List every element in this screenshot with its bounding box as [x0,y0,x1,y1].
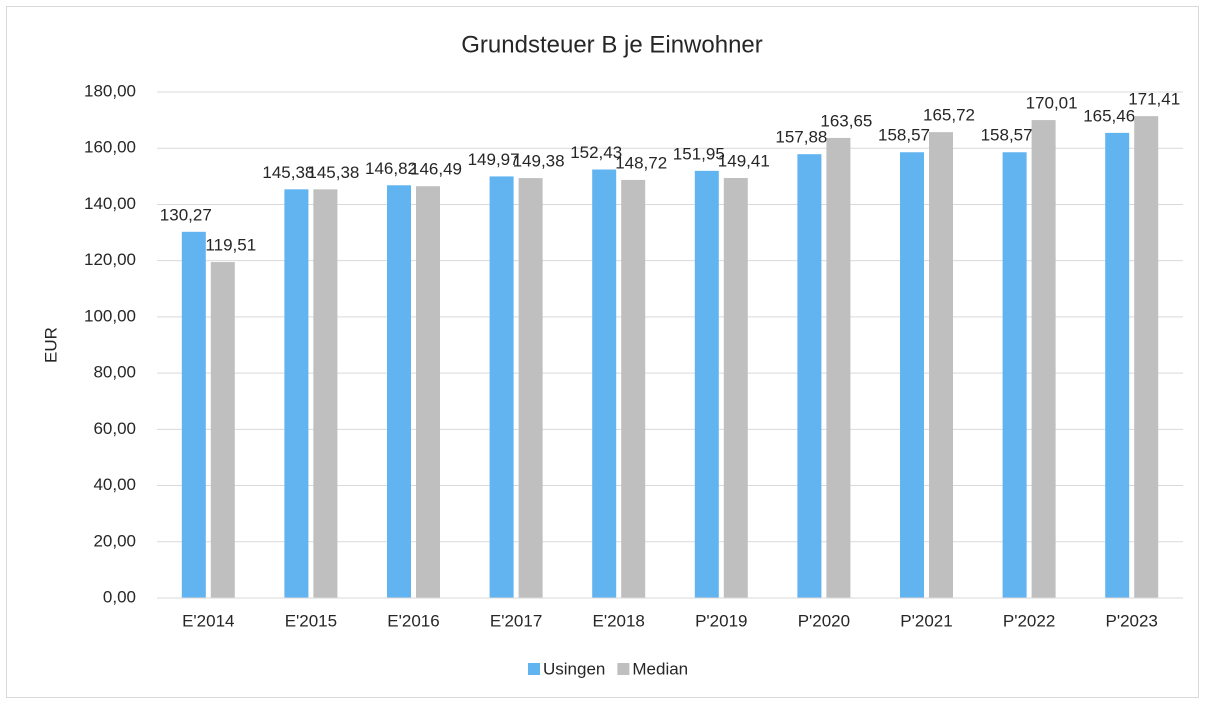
data-label: 149,38 [513,152,565,171]
y-tick-label: 180,00 [84,81,136,100]
y-tick-label: 160,00 [84,138,136,157]
bar [592,169,617,599]
bar [387,185,411,599]
legend-swatch [528,663,540,675]
data-label: 149,97 [468,150,520,169]
x-tick-label: P'2019 [695,611,747,630]
y-tick-label: 40,00 [93,475,136,494]
bar [900,152,924,598]
chart-title: Grundsteuer B je Einwohner [461,31,763,58]
x-tick-label: E'2015 [285,611,337,630]
data-label: 163,65 [820,111,872,130]
data-label: 165,72 [923,106,975,125]
data-label: 165,46 [1083,106,1135,125]
bar [826,137,851,598]
y-tick-label: 140,00 [84,194,136,213]
y-tick-label: 60,00 [93,419,136,438]
bar [210,262,235,598]
y-axis-label: EUR [41,327,60,363]
x-tick-label: P'2023 [1105,611,1157,630]
bar [1002,152,1027,598]
x-tick-label: P'2022 [1003,611,1055,630]
data-label: 149,41 [718,151,770,170]
bar [284,189,309,598]
bar [518,178,543,598]
bar [929,132,953,598]
y-tick-label: 0,00 [103,587,136,606]
data-label: 146,49 [410,160,462,179]
bar [694,170,719,598]
data-label: 151,95 [673,144,725,163]
x-tick-label: P'2020 [798,611,850,630]
bar [797,154,822,599]
data-label: 145,38 [307,163,359,182]
x-tick-label: E'2018 [592,611,644,630]
bar [1134,116,1159,598]
bar [416,186,440,599]
y-tick-label: 100,00 [84,306,136,325]
data-label: 130,27 [160,205,212,224]
bar [181,231,206,598]
data-label: 157,88 [775,128,827,147]
y-tick-label: 80,00 [93,363,136,382]
x-tick-label: E'2016 [387,611,439,630]
data-label: 119,51 [205,236,256,255]
x-tick-label: E'2014 [182,611,234,630]
data-label: 158,57 [878,126,930,145]
legend-label: Usingen [543,659,605,678]
y-tick-label: 20,00 [93,531,136,550]
data-label: 171,41 [1128,90,1180,109]
data-label: 170,01 [1026,94,1078,113]
data-label: 145,38 [262,163,314,182]
bar [621,179,646,598]
legend-swatch [617,663,630,675]
bar [723,177,748,598]
data-label: 148,72 [615,153,667,172]
data-label: 152,43 [570,143,622,162]
bar [313,189,338,598]
data-label: 158,57 [981,126,1033,145]
y-tick-label: 120,00 [84,250,136,269]
bar [1105,132,1130,599]
data-label: 146,82 [365,159,417,178]
x-tick-label: P'2021 [900,611,952,630]
legend-label: Median [632,659,688,678]
bar [489,176,514,598]
bar [1031,120,1056,598]
x-tick-label: E'2017 [490,611,542,630]
